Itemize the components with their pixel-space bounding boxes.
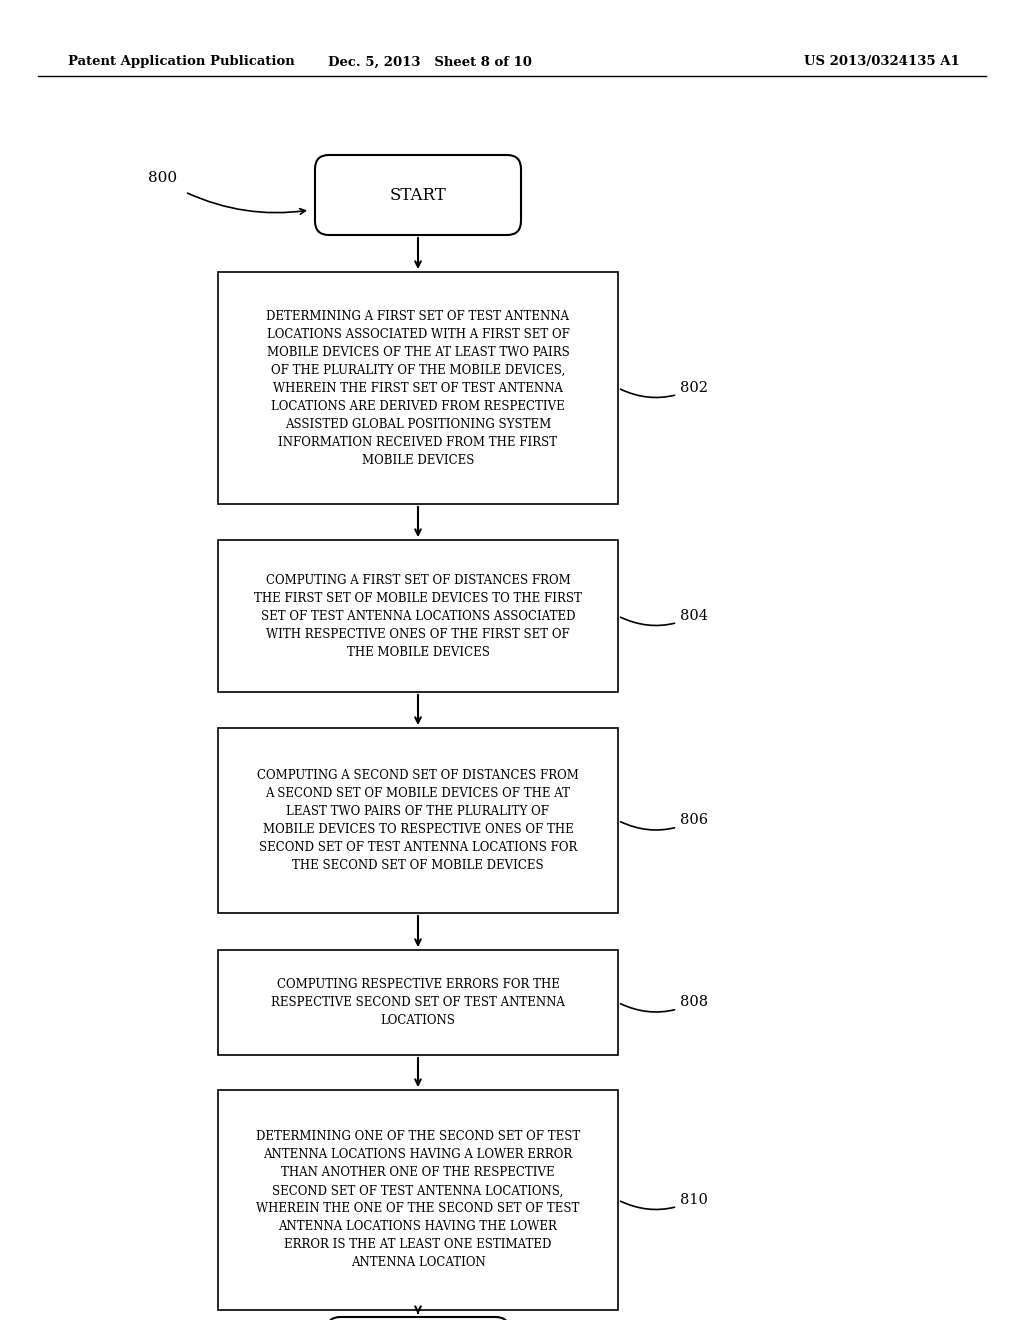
Bar: [218, 272, 618, 504]
Text: Dec. 5, 2013   Sheet 8 of 10: Dec. 5, 2013 Sheet 8 of 10: [328, 55, 531, 69]
Text: 808: 808: [621, 995, 709, 1012]
Bar: [218, 1090, 618, 1309]
Text: COMPUTING A SECOND SET OF DISTANCES FROM
A SECOND SET OF MOBILE DEVICES OF THE A: COMPUTING A SECOND SET OF DISTANCES FROM…: [257, 770, 579, 873]
Text: START: START: [389, 186, 446, 203]
Text: 804: 804: [621, 609, 708, 626]
Text: 806: 806: [621, 813, 709, 830]
Text: US 2013/0324135 A1: US 2013/0324135 A1: [804, 55, 961, 69]
Bar: [218, 729, 618, 913]
Text: COMPUTING RESPECTIVE ERRORS FOR THE
RESPECTIVE SECOND SET OF TEST ANTENNA
LOCATI: COMPUTING RESPECTIVE ERRORS FOR THE RESP…: [271, 978, 565, 1027]
Text: 802: 802: [621, 381, 708, 397]
FancyBboxPatch shape: [327, 1317, 510, 1320]
Text: DETERMINING A FIRST SET OF TEST ANTENNA
LOCATIONS ASSOCIATED WITH A FIRST SET OF: DETERMINING A FIRST SET OF TEST ANTENNA …: [266, 309, 569, 466]
Text: 800: 800: [148, 172, 177, 185]
FancyBboxPatch shape: [315, 154, 521, 235]
Text: DETERMINING ONE OF THE SECOND SET OF TEST
ANTENNA LOCATIONS HAVING A LOWER ERROR: DETERMINING ONE OF THE SECOND SET OF TES…: [256, 1130, 581, 1270]
Bar: [218, 950, 618, 1055]
Text: 810: 810: [621, 1193, 708, 1209]
Text: COMPUTING A FIRST SET OF DISTANCES FROM
THE FIRST SET OF MOBILE DEVICES TO THE F: COMPUTING A FIRST SET OF DISTANCES FROM …: [254, 573, 582, 659]
Bar: [218, 540, 618, 692]
Text: Patent Application Publication: Patent Application Publication: [68, 55, 295, 69]
